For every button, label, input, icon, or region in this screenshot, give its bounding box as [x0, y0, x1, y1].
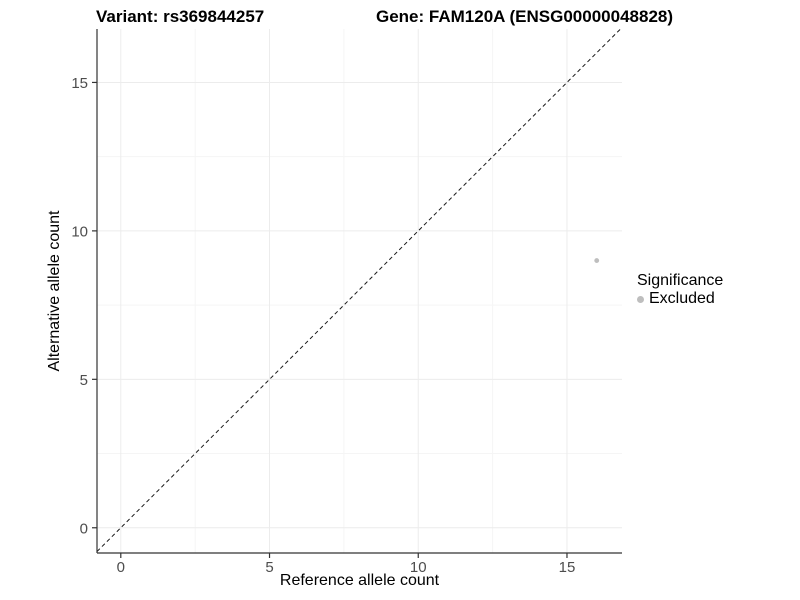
identity-line [96, 28, 621, 552]
legend-point-icon [637, 295, 644, 303]
legend-title: Significance [637, 272, 724, 289]
y-tick-label: 15 [71, 75, 88, 92]
y-axis-title: Alternative allele count [46, 210, 63, 372]
data-point-excluded [594, 258, 600, 263]
plot-title-variant: Variant: rs369844257 [96, 7, 265, 26]
y-tick-label: 10 [71, 223, 88, 240]
legend: Significance Excluded [637, 271, 723, 308]
plot-title-gene: Gene: FAM120A (ENSG00000048828) [376, 7, 674, 26]
x-tick-label: 0 [117, 559, 125, 576]
x-axis-title: Reference allele count [279, 572, 440, 589]
x-tick-label: 15 [559, 559, 576, 576]
x-tick-label: 5 [265, 559, 273, 576]
legend-item-excluded: Excluded [637, 290, 723, 308]
y-tick-label: 0 [80, 520, 88, 537]
x-tick-label: 10 [410, 559, 427, 576]
legend-item-label: Excluded [649, 290, 715, 307]
y-tick-label: 5 [80, 372, 88, 389]
